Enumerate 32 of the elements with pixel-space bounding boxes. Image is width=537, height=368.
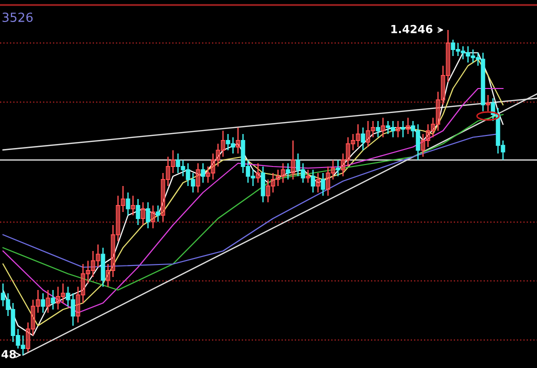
- candlestick: [156, 204, 160, 222]
- candlestick: [396, 120, 400, 138]
- candlestick: [150, 204, 156, 229]
- candlestick: [50, 289, 56, 310]
- candlestick: [376, 120, 380, 138]
- candlestick: [196, 162, 200, 194]
- candlestick: [320, 172, 326, 196]
- candlestick: [126, 192, 130, 216]
- candlestick: [486, 94, 490, 112]
- candlestick: [256, 162, 260, 184]
- annotation: 1.4246: [391, 24, 432, 34]
- candlestick: [40, 292, 46, 314]
- candlestick: [200, 162, 206, 184]
- candlestick: [360, 126, 366, 151]
- candlestick: [146, 202, 150, 229]
- annotation: 48: [2, 350, 16, 358]
- candlestick: [290, 140, 296, 180]
- candlestick: [130, 195, 136, 216]
- candlestick: [140, 202, 146, 226]
- text: 3526: [2, 12, 33, 22]
- candlestick: [310, 169, 316, 194]
- candlestick: [316, 172, 320, 194]
- candlestick: [400, 120, 406, 138]
- candlestick: [46, 289, 50, 314]
- candlestick: [306, 169, 310, 184]
- candlestick: [236, 126, 240, 154]
- candlestick: [260, 166, 266, 203]
- candlestick: [286, 162, 290, 180]
- candlestick: [336, 159, 340, 177]
- candlestick: [136, 198, 140, 226]
- candlestick: [380, 117, 386, 138]
- candlestick: [406, 117, 410, 135]
